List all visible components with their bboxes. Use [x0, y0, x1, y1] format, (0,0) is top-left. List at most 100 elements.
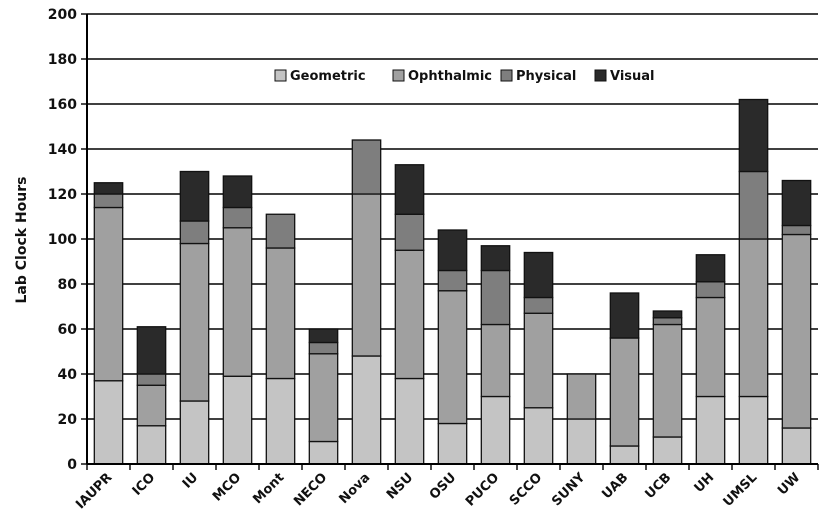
- legend-label: Ophthalmic: [408, 69, 492, 84]
- x-tick-label: MCO: [210, 470, 244, 504]
- x-tick-label: PUCO: [463, 470, 502, 509]
- bar-segment-physical: [695, 281, 726, 299]
- bar-segment-physical: [480, 269, 511, 326]
- legend: Geometric Ophthalmic Physical Visual: [274, 69, 655, 84]
- bar-segment-ophthalmic: [351, 193, 382, 357]
- x-tick-label: SCCO: [507, 470, 546, 509]
- legend-swatch: [594, 69, 607, 82]
- bar-segment-ophthalmic: [480, 323, 511, 398]
- x-tick-label: Nova: [337, 470, 374, 507]
- x-tick-label: IU: [180, 470, 202, 492]
- bar-segment-visual: [437, 229, 468, 272]
- bar-segment-physical: [265, 213, 296, 249]
- bar-segment-physical: [93, 193, 124, 209]
- bar-segment-visual: [652, 310, 683, 319]
- bar-segment-ophthalmic: [265, 247, 296, 380]
- bar-segment-geometric: [93, 380, 124, 465]
- legend-label: Physical: [516, 69, 576, 84]
- bar-segment-visual: [179, 170, 210, 222]
- bar-segment-physical: [738, 170, 769, 240]
- x-tick-labels: IAUPR ICO IU MCO Mont NECO Nova NSU OSU PUCO SCCO S…: [73, 470, 803, 513]
- y-tick-label: 140: [48, 142, 77, 158]
- bar-segment-physical: [136, 373, 167, 386]
- bar-segment-geometric: [222, 375, 253, 465]
- bar-segment-geometric: [609, 445, 640, 465]
- y-tick-labels: 0 20 40 60 80 100 120 140 160 180 200: [48, 7, 87, 473]
- bar-segment-ophthalmic: [93, 206, 124, 382]
- y-tick-label: 160: [48, 97, 77, 113]
- y-tick-label: 20: [58, 412, 78, 428]
- y-tick-label: 100: [48, 232, 77, 248]
- bar-segment-physical: [351, 139, 382, 195]
- legend-label: Geometric: [290, 69, 366, 84]
- bar-segment-ophthalmic: [781, 233, 812, 429]
- x-tick-label: ICO: [130, 470, 159, 499]
- bar-segment-ophthalmic: [179, 242, 210, 402]
- bar-segment-physical: [781, 224, 812, 236]
- bar-segment-physical: [437, 269, 468, 292]
- y-tick-label: 180: [48, 52, 77, 68]
- bar-segment-ophthalmic: [738, 238, 769, 398]
- bar-segment-ophthalmic: [695, 296, 726, 398]
- bar-segment-ophthalmic: [222, 227, 253, 377]
- bar-segment-geometric: [179, 400, 210, 465]
- y-axis-label: Lab Clock Hours: [14, 177, 30, 304]
- bar-segment-physical: [394, 213, 425, 251]
- bar-segment-visual: [480, 245, 511, 272]
- bar-segment-geometric: [437, 422, 468, 465]
- y-tick-label: 60: [58, 322, 78, 338]
- legend-swatch: [500, 69, 513, 82]
- bar-segment-geometric: [738, 395, 769, 465]
- x-tick-label: UW: [775, 470, 803, 498]
- x-tick-label: OSU: [427, 470, 460, 503]
- y-tick-label: 80: [58, 277, 78, 293]
- bar-segment-ophthalmic: [136, 384, 167, 427]
- bar-segment-geometric: [566, 418, 597, 465]
- bar-segment-geometric: [351, 355, 382, 465]
- bar-segment-physical: [179, 220, 210, 245]
- bar-segment-geometric: [781, 427, 812, 465]
- bars: [93, 98, 812, 465]
- legend-swatch: [274, 69, 287, 82]
- bar-segment-ophthalmic: [523, 312, 554, 409]
- bar-segment-geometric: [265, 377, 296, 465]
- bar-segment-ophthalmic: [394, 249, 425, 380]
- bar-segment-physical: [308, 341, 339, 355]
- bar-segment-physical: [222, 206, 253, 229]
- x-tick-label: NSU: [384, 470, 416, 502]
- bar-segment-geometric: [136, 425, 167, 465]
- legend-label: Visual: [610, 69, 655, 84]
- bar-segment-visual: [136, 326, 167, 375]
- x-tick-label: Mont: [250, 470, 287, 507]
- bar-segment-visual: [695, 254, 726, 283]
- x-tick-label: IAUPR: [73, 470, 115, 512]
- x-tick-label: UH: [692, 470, 718, 496]
- x-tick-label: UCB: [642, 470, 674, 502]
- bar-segment-visual: [609, 292, 640, 339]
- bar-segment-geometric: [308, 440, 339, 465]
- bar-segment-ophthalmic: [652, 323, 683, 438]
- bar-segment-ophthalmic: [566, 373, 597, 420]
- x-tick-label: SUNY: [549, 470, 588, 509]
- legend-swatch: [392, 69, 405, 82]
- y-tick-label: 0: [67, 457, 77, 473]
- bar-segment-visual: [308, 328, 339, 344]
- bar-segment-geometric: [480, 395, 511, 465]
- x-tick-label: NECO: [291, 470, 330, 509]
- bar-segment-geometric: [523, 407, 554, 465]
- bar-segment-geometric: [394, 377, 425, 465]
- bar-segment-geometric: [652, 436, 683, 465]
- bar-segment-ophthalmic: [308, 353, 339, 443]
- y-tick-label: 40: [58, 367, 78, 383]
- bar-segment-physical: [652, 317, 683, 326]
- bar-segment-visual: [93, 182, 124, 195]
- bar-segment-ophthalmic: [609, 337, 640, 447]
- bar-segment-visual: [738, 98, 769, 173]
- x-tick-label: UMSL: [721, 470, 761, 510]
- bar-segment-ophthalmic: [437, 290, 468, 425]
- x-tick-label: UAB: [599, 470, 631, 502]
- bar-segment-visual: [222, 175, 253, 209]
- bar-segment-geometric: [695, 395, 726, 465]
- y-tick-label: 120: [48, 187, 77, 203]
